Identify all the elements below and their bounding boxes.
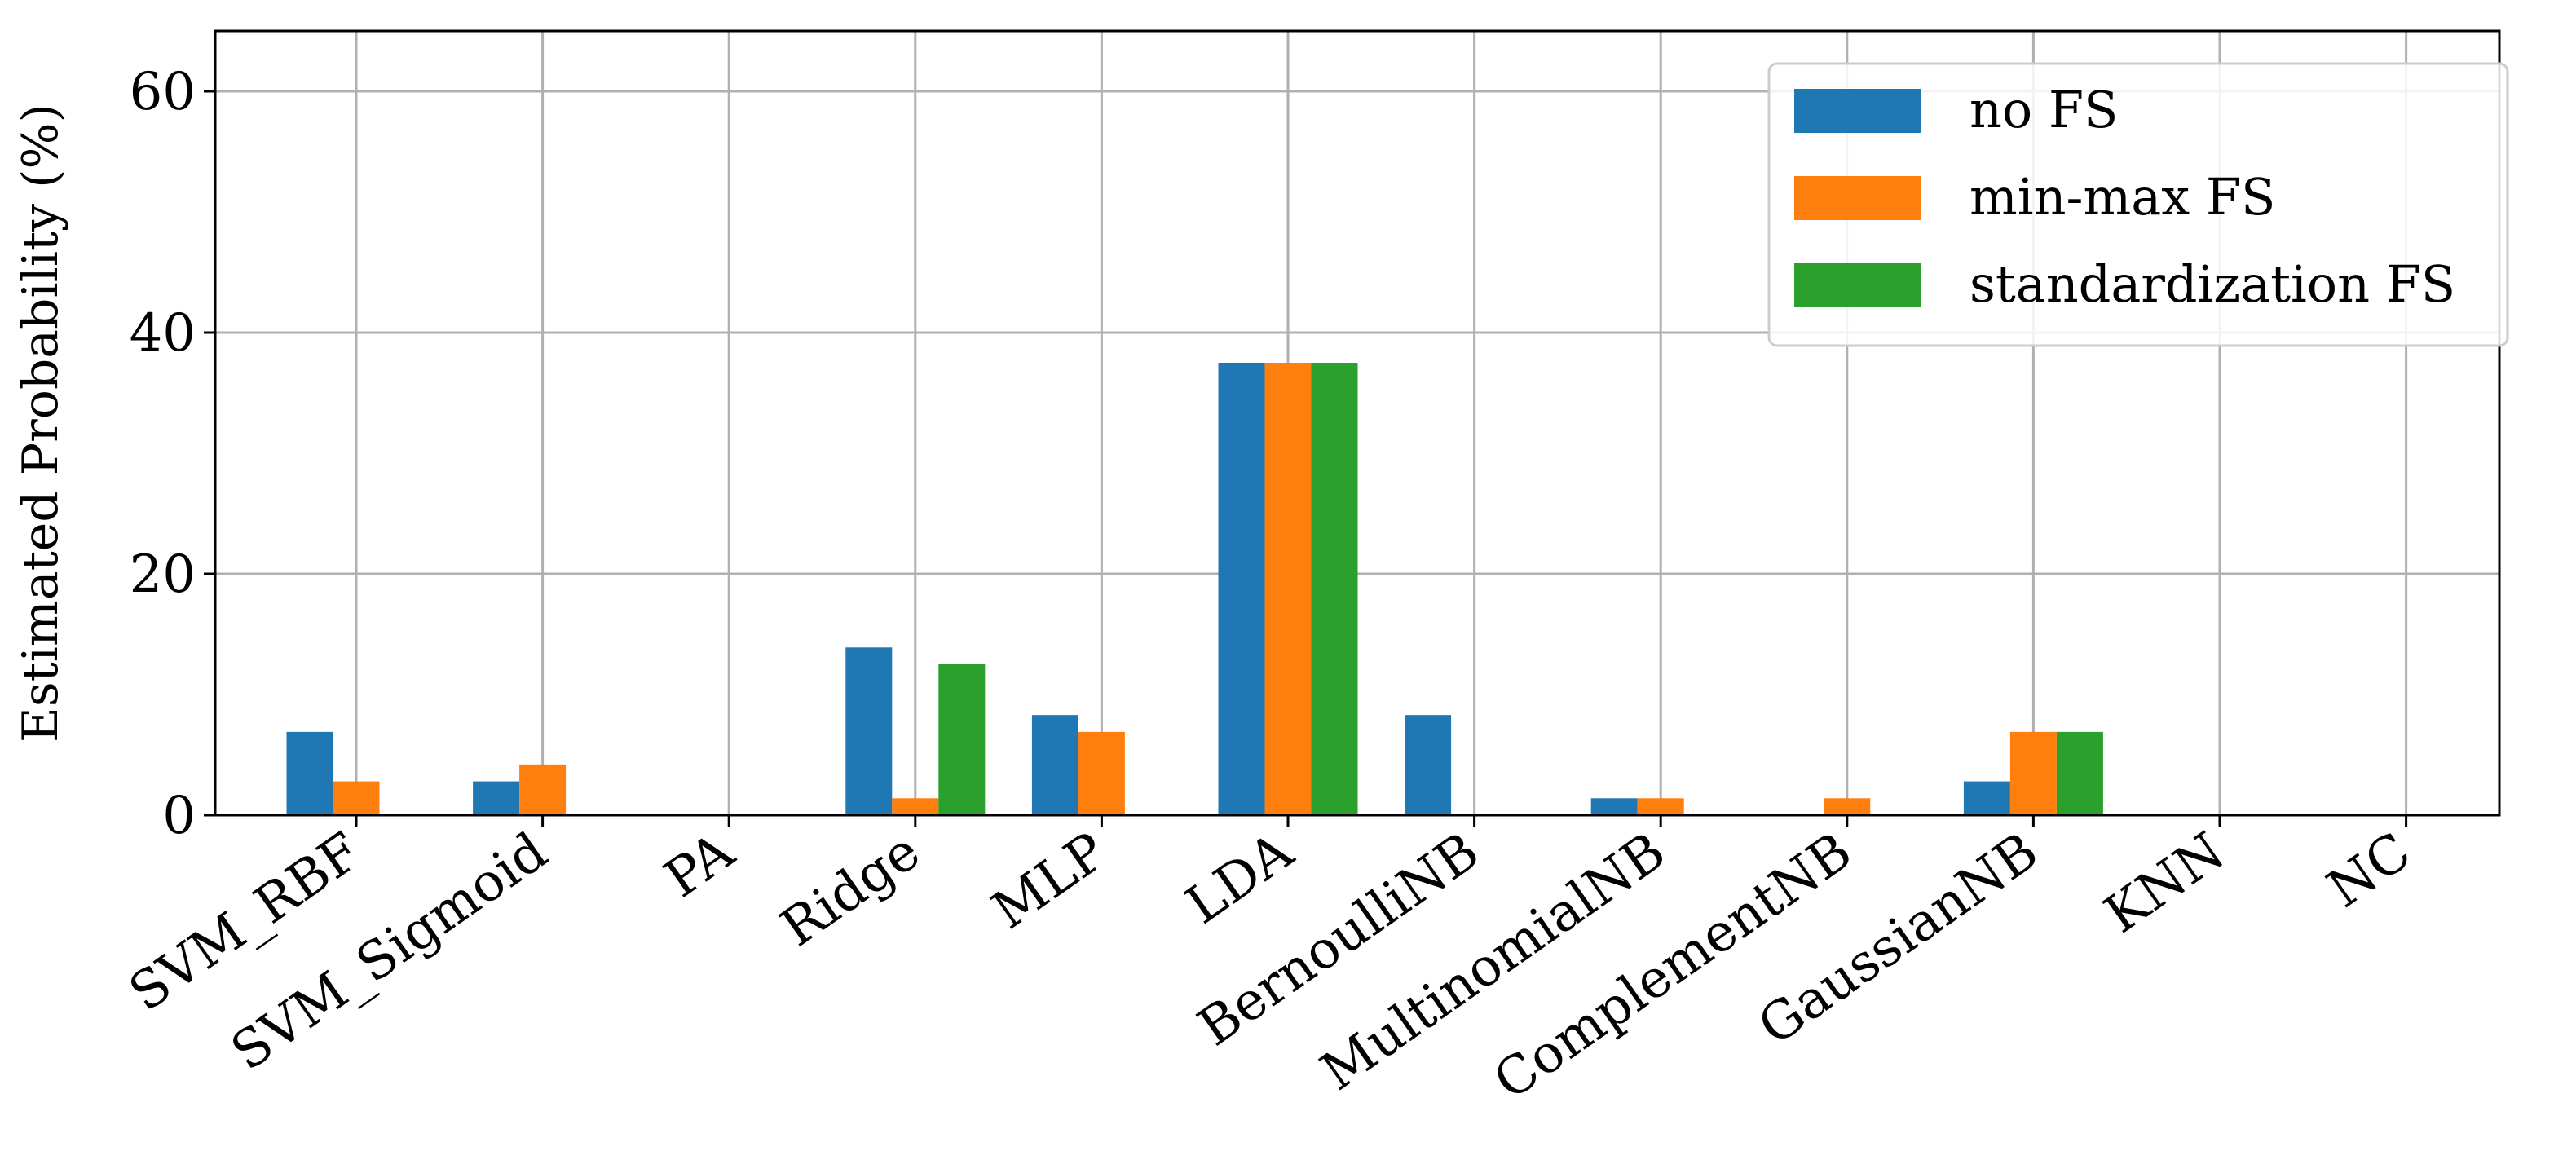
bar-no-fs <box>1590 798 1638 815</box>
x-tick-label: PA <box>655 821 745 910</box>
x-tick-label: NC <box>2317 821 2421 919</box>
grid <box>215 31 2499 817</box>
y-tick-label: 20 <box>130 545 196 605</box>
bar-min-max-fs <box>1078 731 1125 815</box>
y-tick-label: 60 <box>130 62 196 122</box>
bar-min-max-fs <box>333 781 380 815</box>
bar-no-fs <box>473 781 520 815</box>
bar-min-max-fs <box>1637 798 1684 815</box>
legend-label: min-max FS <box>1969 167 2275 227</box>
bar-min-max-fs <box>2009 731 2057 815</box>
bar-min-max-fs <box>1264 363 1312 815</box>
x-tick-label: LDA <box>1176 821 1304 936</box>
bar-min-max-fs <box>519 764 567 815</box>
bars <box>286 363 2103 815</box>
plot-frame <box>214 29 2501 817</box>
x-tick-label: Ridge <box>770 821 931 959</box>
x-tick-label: SVM_Sigmoid <box>221 821 558 1083</box>
x-tick-label: MLP <box>981 821 1117 941</box>
bar-standardization-fs <box>1311 363 1358 815</box>
y-tick-label: 40 <box>130 303 196 364</box>
bar-no-fs <box>845 647 893 815</box>
bar-no-fs <box>286 731 333 815</box>
x-tick-label: KNN <box>2094 821 2235 945</box>
legend-swatch <box>1794 263 1921 307</box>
bar-min-max-fs <box>1824 798 1871 815</box>
bar-no-fs <box>1031 715 1078 815</box>
legend-label: standardization FS <box>1969 254 2455 314</box>
y-tick-label: 0 <box>162 786 196 846</box>
legend-swatch <box>1794 176 1921 220</box>
bar-no-fs <box>1405 715 1452 815</box>
bar-standardization-fs <box>2056 731 2103 815</box>
bar-no-fs <box>1218 363 1265 815</box>
legend: no FS min-max FS standardization FS <box>1767 62 2509 347</box>
bar-no-fs <box>1963 781 2010 815</box>
y-axis-label: Estimated Probability (%) <box>12 104 69 743</box>
legend-label: no FS <box>1969 80 2118 139</box>
legend-swatch <box>1794 89 1921 133</box>
bar-min-max-fs <box>892 798 939 815</box>
bar-standardization-fs <box>938 664 986 815</box>
legend-box <box>1767 62 2509 347</box>
